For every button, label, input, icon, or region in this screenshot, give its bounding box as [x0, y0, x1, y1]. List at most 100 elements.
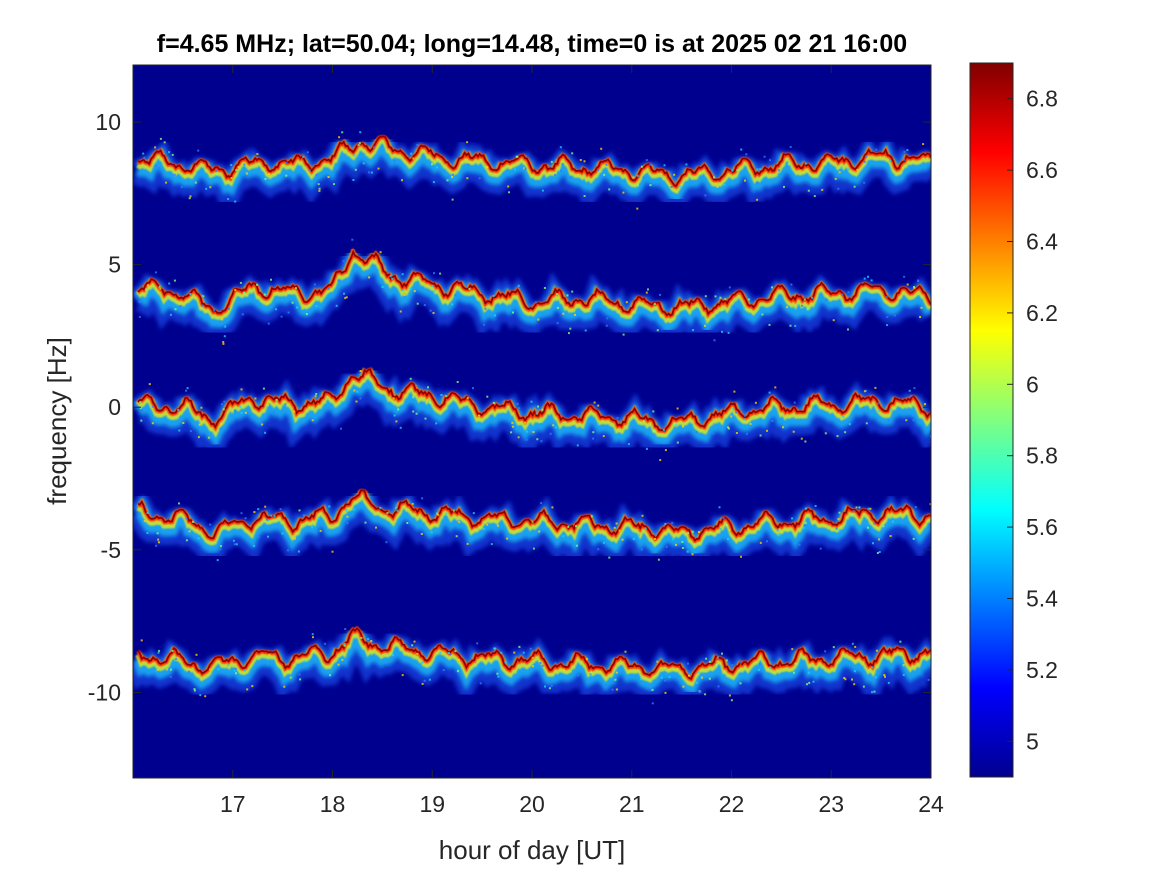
trace-speckle	[168, 151, 171, 154]
trace-speckle	[508, 191, 510, 194]
trace-speckle	[708, 677, 711, 680]
trace-speckle	[397, 408, 400, 411]
trace-speckle	[681, 540, 684, 543]
trace-speckle	[413, 640, 416, 643]
trace-speckle	[285, 174, 288, 177]
trace-speckle	[870, 279, 873, 282]
colorbar-tick-label: 6.8	[1026, 86, 1058, 112]
trace-speckle	[146, 512, 149, 514]
trace-speckle	[583, 195, 586, 197]
trace-speckle	[597, 548, 600, 551]
trace-speckle	[370, 171, 373, 174]
trace-speckle	[151, 405, 154, 408]
trace-speckle	[911, 532, 914, 535]
trace-speckle	[841, 293, 844, 296]
trace-speckle	[188, 530, 191, 533]
trace-speckle	[614, 678, 617, 681]
trace-speckle	[727, 174, 730, 177]
trace-speckle	[803, 524, 806, 527]
trace-speckle	[188, 197, 191, 200]
trace-speckle	[287, 291, 290, 294]
trace-speckle	[678, 185, 681, 188]
trace-speckle	[524, 167, 527, 170]
trace-speckle	[724, 167, 726, 169]
trace-speckle	[251, 685, 254, 688]
trace-speckle	[253, 544, 256, 547]
trace-speckle	[466, 397, 469, 400]
trace-speckle	[792, 430, 795, 433]
trace-speckle	[466, 141, 469, 144]
trace-speckle	[224, 325, 227, 328]
trace-speckle	[766, 429, 768, 432]
trace-speckle	[569, 176, 572, 179]
trace-speckle	[871, 666, 873, 669]
trace-speckle	[178, 429, 181, 432]
trace-speckle	[853, 683, 856, 686]
trace-speckle	[616, 416, 619, 419]
trace-speckle	[430, 531, 433, 534]
trace-speckle	[360, 636, 363, 639]
trace-speckle	[486, 395, 489, 398]
trace-speckle	[241, 313, 244, 316]
trace-speckle	[769, 666, 772, 669]
trace-speckle	[201, 304, 204, 307]
trace-speckle	[884, 301, 887, 304]
trace-speckle	[328, 505, 331, 508]
trace-speckle	[235, 169, 238, 171]
trace-speckle	[209, 668, 212, 671]
trace-speckle	[642, 176, 645, 179]
trace-speckle	[790, 283, 793, 286]
trace-speckle	[728, 528, 731, 531]
trace-speckle	[267, 322, 270, 325]
trace-speckle	[536, 438, 539, 441]
trace-speckle	[903, 275, 906, 278]
trace-speckle	[439, 651, 442, 654]
trace-speckle	[548, 687, 551, 690]
trace-speckle	[691, 553, 694, 556]
trace-peak	[137, 489, 931, 542]
trace-speckle	[682, 425, 684, 428]
trace-speckle	[359, 131, 362, 134]
trace-speckle	[230, 164, 233, 167]
trace-speckle	[745, 432, 748, 435]
trace-speckle	[311, 526, 314, 529]
trace-speckle	[834, 177, 837, 180]
trace-speckle	[195, 653, 198, 656]
trace-speckle	[721, 308, 724, 311]
trace-speckle	[268, 654, 271, 656]
trace-2	[133, 359, 931, 465]
trace-speckle	[632, 176, 635, 179]
trace-speckle	[180, 186, 183, 189]
trace-speckle	[209, 186, 212, 189]
trace-speckle	[197, 537, 200, 540]
trace-speckle	[778, 528, 781, 531]
trace-speckle	[317, 517, 320, 520]
trace-speckle	[597, 169, 599, 172]
trace-speckle	[221, 318, 224, 321]
trace-speckle	[744, 179, 746, 182]
trace-speckle	[324, 642, 327, 645]
trace-speckle	[695, 431, 698, 433]
trace-speckle	[235, 543, 238, 546]
trace-speckle	[922, 143, 925, 146]
trace-speckle	[854, 645, 857, 648]
trace-speckle	[647, 288, 649, 291]
trace-speckle	[257, 536, 260, 539]
trace-speckle	[431, 523, 434, 526]
trace-speckle	[256, 283, 259, 286]
trace-speckle	[240, 411, 243, 414]
trace-speckle	[344, 297, 347, 300]
trace-speckle	[219, 548, 222, 551]
trace-speckle	[636, 174, 639, 177]
trace-speckle	[749, 422, 752, 425]
trace-speckle	[243, 291, 246, 294]
trace-speckle	[778, 533, 781, 535]
trace-speckle	[458, 521, 461, 524]
trace-speckle	[886, 316, 889, 318]
trace-speckle	[735, 411, 738, 414]
trace-speckle	[640, 548, 643, 551]
trace-speckle	[627, 443, 630, 446]
trace-speckle	[306, 151, 309, 154]
trace-speckle	[540, 440, 543, 443]
trace-speckle	[763, 155, 766, 158]
